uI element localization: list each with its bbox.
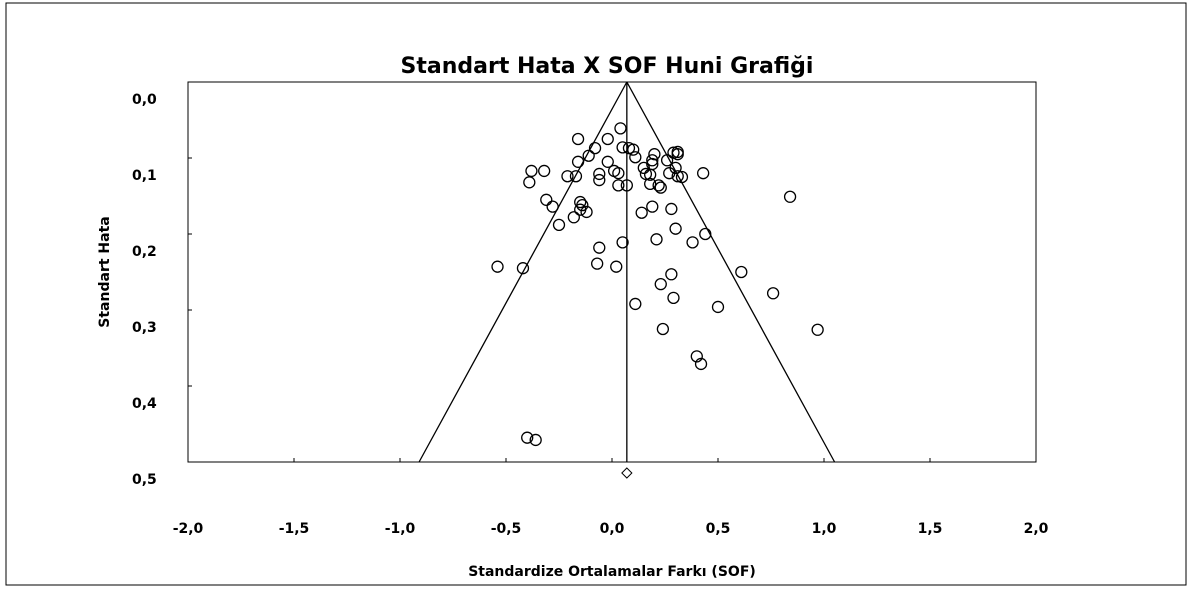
study-point [620, 179, 633, 192]
y-tick-label: 0,3 [132, 320, 157, 336]
study-point [538, 164, 551, 178]
study-point [660, 154, 674, 167]
study-point [580, 205, 593, 219]
x-tick-label: 2,0 [1024, 521, 1049, 537]
study-point [593, 167, 606, 181]
study-point [610, 260, 623, 273]
study-point [644, 177, 657, 190]
study-point [561, 170, 574, 183]
x-tick-label: 1,0 [812, 521, 837, 537]
study-point [690, 350, 703, 363]
study-point [665, 268, 678, 281]
study-point [601, 155, 614, 168]
study-point [637, 161, 650, 175]
study-point [697, 167, 710, 180]
study-point [521, 431, 534, 444]
study-point [612, 179, 625, 192]
study-point [711, 300, 725, 314]
study-point [588, 141, 602, 155]
x-tick-label: -1,0 [385, 521, 416, 537]
y-tick-label: 0,1 [132, 168, 157, 184]
study-point [574, 195, 587, 209]
study-point [627, 143, 640, 156]
x-axis-title: Standardize Ortalamalar Farkı (SOF) [468, 564, 756, 580]
study-point [656, 322, 670, 336]
y-axis-title: Standart Hata [97, 216, 113, 327]
study-point [629, 151, 642, 164]
study-point [811, 323, 824, 336]
summary-diamond [621, 467, 633, 479]
study-point [699, 227, 712, 241]
study-point [646, 154, 659, 167]
study-point [601, 132, 614, 146]
study-point [567, 211, 580, 224]
x-tick-label: -1,5 [279, 521, 310, 537]
study-point [571, 155, 585, 168]
study-point [614, 122, 627, 135]
study-point [654, 181, 667, 194]
study-point [523, 176, 536, 189]
study-point [783, 190, 797, 203]
study-point [591, 257, 604, 270]
study-point [629, 297, 642, 311]
study-point [675, 170, 689, 184]
x-tick-label: -0,5 [491, 521, 522, 537]
study-point [667, 291, 680, 304]
study-point [671, 145, 684, 159]
x-tick-label: 0,0 [600, 521, 625, 537]
y-tick-label: 0,0 [132, 92, 157, 108]
x-tick-label: 0,5 [706, 521, 731, 537]
study-point [735, 265, 748, 279]
study-point [593, 241, 606, 254]
study-point [766, 287, 780, 300]
funnel-left [418, 81, 628, 463]
study-point [593, 173, 606, 187]
study-point [635, 206, 648, 219]
chart-title: Standart Hata X SOF Huni Grafiği [401, 54, 814, 79]
study-point [529, 433, 542, 447]
y-tick-label: 0,4 [132, 396, 157, 412]
study-point [612, 167, 625, 180]
study-point [671, 170, 684, 183]
study-point [525, 164, 538, 178]
y-tick-label: 0,2 [132, 244, 157, 260]
study-point [576, 198, 589, 212]
study-point [491, 260, 504, 273]
study-point [686, 236, 699, 249]
study-point [669, 161, 682, 175]
study-point [552, 218, 566, 232]
study-point [646, 200, 659, 213]
study-point [546, 200, 559, 213]
study-point [616, 236, 629, 249]
funnel-right [626, 81, 836, 463]
y-tick-label: 0,5 [132, 472, 157, 488]
plot-area [187, 81, 1037, 463]
study-point [654, 278, 667, 291]
study-point [569, 170, 583, 183]
study-point [650, 233, 663, 246]
study-point [652, 179, 665, 192]
study-point [571, 132, 585, 146]
study-point [582, 149, 595, 162]
study-point [665, 202, 678, 216]
x-tick-label: 1,5 [918, 521, 943, 537]
frame [5, 2, 1187, 586]
study-point [540, 193, 553, 206]
study-point [694, 357, 708, 371]
study-point [648, 148, 661, 161]
study-point [516, 262, 530, 275]
study-point [669, 222, 682, 235]
x-tick-label: -2,0 [173, 521, 204, 537]
